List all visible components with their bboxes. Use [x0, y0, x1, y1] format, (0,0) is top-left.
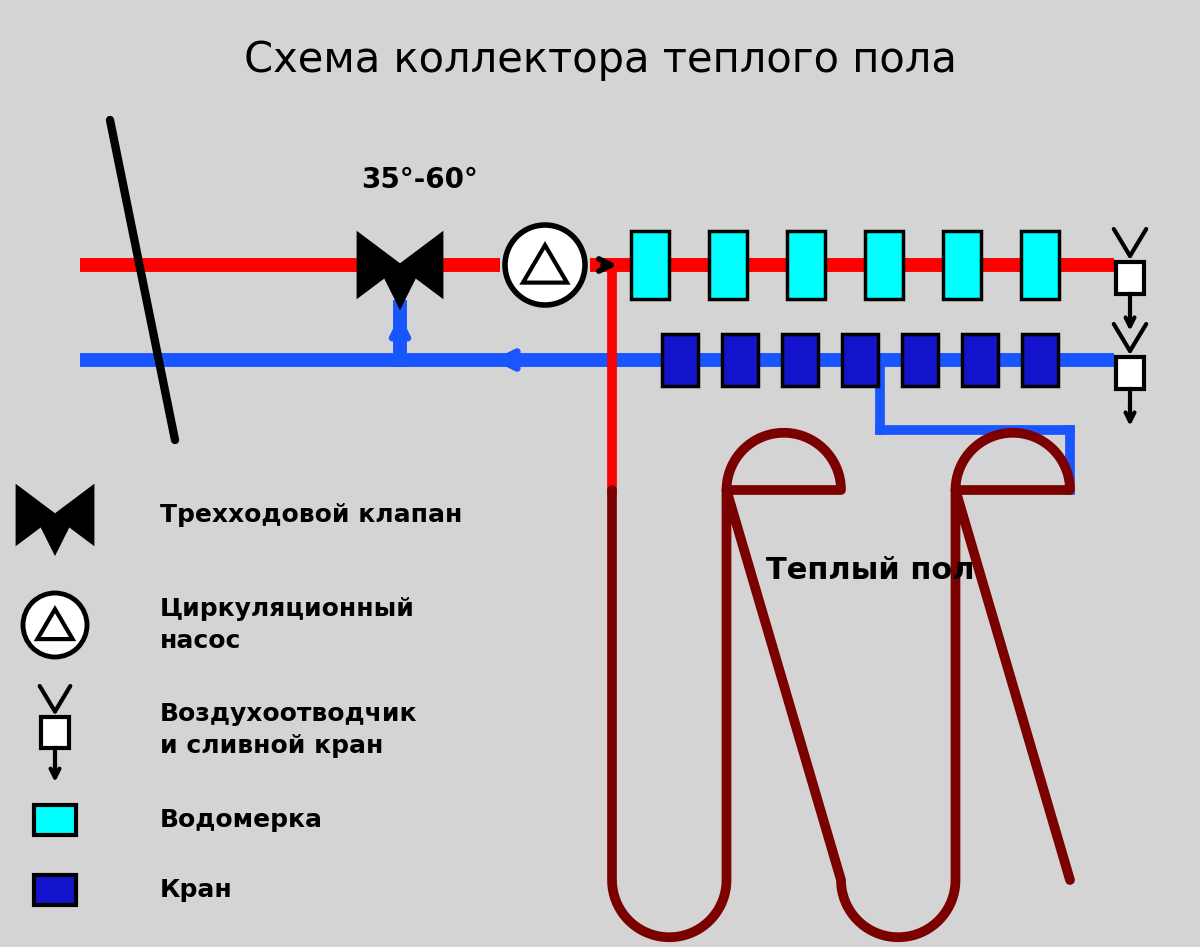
Bar: [709, 231, 746, 299]
Bar: [902, 334, 938, 386]
Bar: [631, 231, 670, 299]
Bar: [901, 333, 940, 387]
Text: Теплый пол: Теплый пол: [766, 556, 974, 584]
Bar: [500, 220, 590, 310]
Bar: [781, 333, 818, 387]
Text: Трехходовой клапан: Трехходовой клапан: [160, 503, 462, 527]
Bar: [865, 231, 904, 299]
Bar: [1021, 231, 1060, 299]
Text: Водомерка: Водомерка: [160, 808, 323, 832]
Text: Циркуляционный
насос: Циркуляционный насос: [160, 598, 415, 652]
Bar: [661, 333, 698, 387]
Bar: [1116, 357, 1145, 389]
Text: 35°-60°: 35°-60°: [361, 166, 479, 194]
Bar: [942, 230, 982, 300]
Bar: [41, 717, 68, 747]
Bar: [40, 703, 71, 738]
Polygon shape: [358, 234, 400, 296]
Bar: [17, 496, 94, 534]
Bar: [708, 230, 748, 300]
Bar: [787, 231, 826, 299]
Bar: [1021, 333, 1060, 387]
Bar: [358, 244, 442, 286]
Circle shape: [23, 593, 88, 657]
Bar: [34, 875, 76, 905]
Polygon shape: [400, 234, 442, 296]
Text: Воздухоотводчик
и сливной кран: Воздухоотводчик и сливной кран: [160, 702, 418, 758]
Bar: [1020, 230, 1060, 300]
Polygon shape: [379, 265, 421, 307]
Bar: [662, 334, 698, 386]
Bar: [864, 230, 904, 300]
Bar: [34, 805, 76, 835]
Text: Схема коллектора теплого пола: Схема коллектора теплого пола: [244, 39, 956, 81]
Bar: [961, 333, 998, 387]
Bar: [1116, 261, 1145, 295]
Polygon shape: [36, 515, 74, 553]
Bar: [782, 334, 818, 386]
Polygon shape: [55, 487, 94, 544]
Bar: [721, 333, 760, 387]
Bar: [722, 334, 758, 386]
Bar: [1114, 342, 1146, 379]
Polygon shape: [17, 487, 55, 544]
Circle shape: [505, 225, 586, 305]
Bar: [841, 333, 878, 387]
Bar: [1022, 334, 1058, 386]
Text: Кран: Кран: [160, 878, 233, 902]
Bar: [1114, 247, 1146, 283]
Bar: [962, 334, 998, 386]
Bar: [630, 230, 670, 300]
Bar: [842, 334, 878, 386]
Bar: [943, 231, 982, 299]
Bar: [786, 230, 826, 300]
